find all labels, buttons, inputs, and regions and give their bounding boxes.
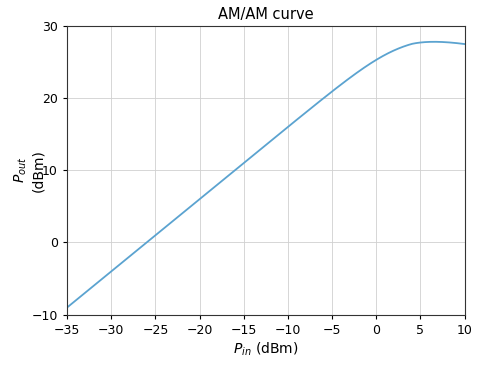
- Y-axis label: $P_{out}$
(dBm): $P_{out}$ (dBm): [12, 149, 45, 192]
- X-axis label: $P_{in}$ (dBm): $P_{in}$ (dBm): [233, 341, 298, 358]
- Title: AM/AM curve: AM/AM curve: [218, 7, 314, 22]
